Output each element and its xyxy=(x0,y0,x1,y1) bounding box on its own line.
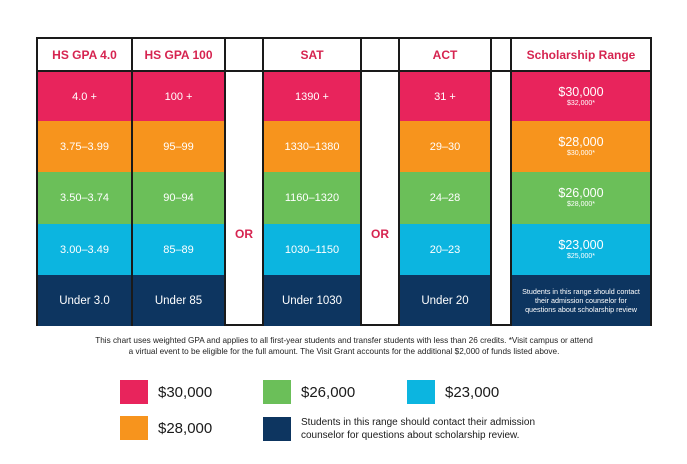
or-label-1: OR xyxy=(235,227,253,241)
legend-item-28000: $28,000 xyxy=(120,416,212,440)
cell-sat-row1: 1390 + xyxy=(264,72,360,121)
column-sat: SAT 1390 + 1330–1380 1160–1320 1030–1150… xyxy=(264,39,360,326)
cell-gpa100-row2: 95–99 xyxy=(133,121,224,172)
contact-counselor-note: Students in this range should contact th… xyxy=(522,287,640,314)
scholarship-table: HS GPA 4.0 4.0 + 3.75–3.99 3.50–3.74 3.0… xyxy=(36,37,652,326)
cell-scholarship-row5: Students in this range should contact th… xyxy=(512,275,650,326)
cell-scholarship-row2: $28,000 $30,000* xyxy=(512,121,650,172)
legend-label: $23,000 xyxy=(445,383,500,401)
cell-act-row2: 29–30 xyxy=(400,121,490,172)
scholarship-amount: $23,000 xyxy=(558,237,604,252)
cell-scholarship-row1: $30,000 $32,000* xyxy=(512,72,650,121)
column-gpa100: HS GPA 100 100 + 95–99 90–94 85–89 Under… xyxy=(133,39,224,326)
or-label-2: OR xyxy=(371,227,389,241)
header-sat: SAT xyxy=(264,39,360,72)
visit-amount: $28,000* xyxy=(566,201,596,208)
legend-item-contact: Students in this range should contact th… xyxy=(263,416,551,442)
column-spacer xyxy=(492,39,510,324)
cell-act-row4: 20–23 xyxy=(400,224,490,275)
column-or-2: OR xyxy=(362,39,398,324)
legend-item-26000: $26,000 xyxy=(263,380,355,404)
cell-act-row1: 31 + xyxy=(400,72,490,121)
column-gpa4: HS GPA 4.0 4.0 + 3.75–3.99 3.50–3.74 3.0… xyxy=(38,39,131,326)
cell-gpa4-row4: 3.00–3.49 xyxy=(38,224,131,275)
header-act: ACT xyxy=(400,39,490,72)
cell-act-row5: Under 20 xyxy=(400,275,490,326)
cell-sat-row4: 1030–1150 xyxy=(264,224,360,275)
legend-swatch xyxy=(407,380,435,404)
divider xyxy=(510,39,512,324)
scholarship-amount: $26,000 xyxy=(558,186,604,200)
cell-gpa100-row5: Under 85 xyxy=(133,275,224,326)
legend-swatch xyxy=(263,380,291,404)
header-spacer-empty xyxy=(492,39,510,72)
column-or-1: OR xyxy=(226,39,262,324)
header-or-2-empty xyxy=(362,39,398,72)
header-scholarship: Scholarship Range xyxy=(512,39,650,72)
scholarship-amount: $30,000 xyxy=(558,84,604,99)
header-gpa100: HS GPA 100 xyxy=(133,39,224,72)
divider xyxy=(131,39,133,324)
cell-gpa4-row2: 3.75–3.99 xyxy=(38,121,131,172)
cell-gpa100-row1: 100 + xyxy=(133,72,224,121)
visit-amount: $32,000* xyxy=(566,99,596,107)
visit-amount: $30,000* xyxy=(566,149,596,157)
header-gpa4: HS GPA 4.0 xyxy=(38,39,131,72)
cell-gpa100-row3: 90–94 xyxy=(133,172,224,224)
divider xyxy=(490,39,492,324)
visit-amount: $25,000* xyxy=(566,252,596,260)
divider xyxy=(262,39,264,324)
footnote-line-2: a virtual event to be eligible for the f… xyxy=(128,347,560,356)
legend-swatch xyxy=(120,416,148,440)
cell-sat-row2: 1330–1380 xyxy=(264,121,360,172)
legend-label: $28,000 xyxy=(158,419,213,437)
cell-gpa4-row3: 3.50–3.74 xyxy=(38,172,131,224)
cell-sat-row5: Under 1030 xyxy=(264,275,360,326)
cell-gpa4-row5: Under 3.0 xyxy=(38,275,131,326)
legend-item-30000: $30,000 xyxy=(120,380,212,404)
divider xyxy=(224,39,226,324)
legend-swatch xyxy=(120,380,148,404)
header-or-1-empty xyxy=(226,39,262,72)
legend-label: $26,000 xyxy=(301,383,356,401)
legend-label: $30,000 xyxy=(158,383,213,401)
legend-item-23000: $23,000 xyxy=(407,380,499,404)
legend-swatch xyxy=(263,417,291,441)
cell-gpa4-row1: 4.0 + xyxy=(38,72,131,121)
cell-sat-row3: 1160–1320 xyxy=(264,172,360,224)
legend-label: Students in this range should contact th… xyxy=(301,417,536,441)
cell-scholarship-row4: $23,000 $25,000* xyxy=(512,224,650,275)
column-scholarship: Scholarship Range $30,000 $32,000* $28,0… xyxy=(512,39,650,326)
cell-gpa100-row4: 85–89 xyxy=(133,224,224,275)
divider xyxy=(398,39,400,324)
cell-act-row3: 24–28 xyxy=(400,172,490,224)
column-act: ACT 31 + 29–30 24–28 20–23 Under 20 xyxy=(400,39,490,326)
footnote: This chart uses weighted GPA and applies… xyxy=(40,335,648,357)
scholarship-amount: $28,000 xyxy=(558,134,604,149)
divider xyxy=(360,39,362,324)
footnote-line-1: This chart uses weighted GPA and applies… xyxy=(95,336,593,345)
cell-scholarship-row3: $26,000 $28,000* xyxy=(512,172,650,224)
